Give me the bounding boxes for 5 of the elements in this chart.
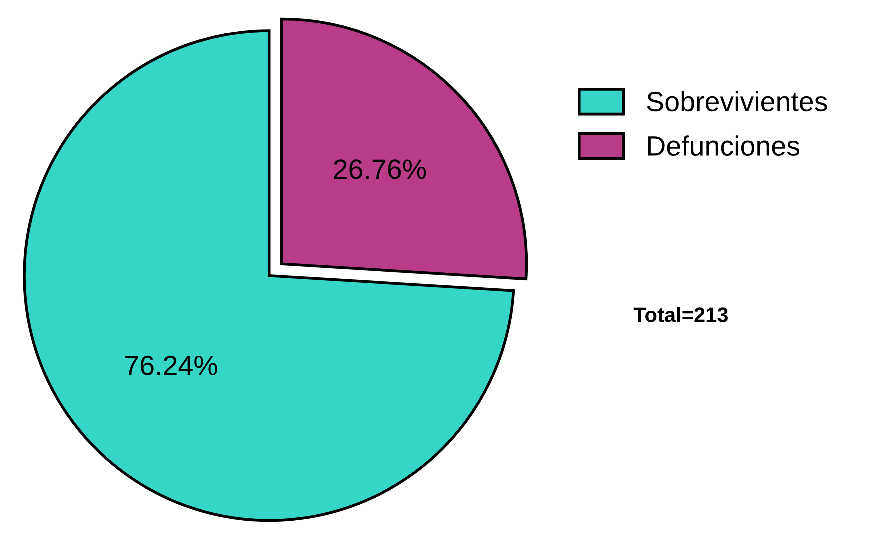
legend-label: Sobrevivientes [647,91,828,112]
legend-label: Defunciones [648,136,800,156]
text: Total=213 [634,307,728,322]
data-label: 76.24% [126,356,218,376]
data-label: 26.76% [334,160,426,180]
